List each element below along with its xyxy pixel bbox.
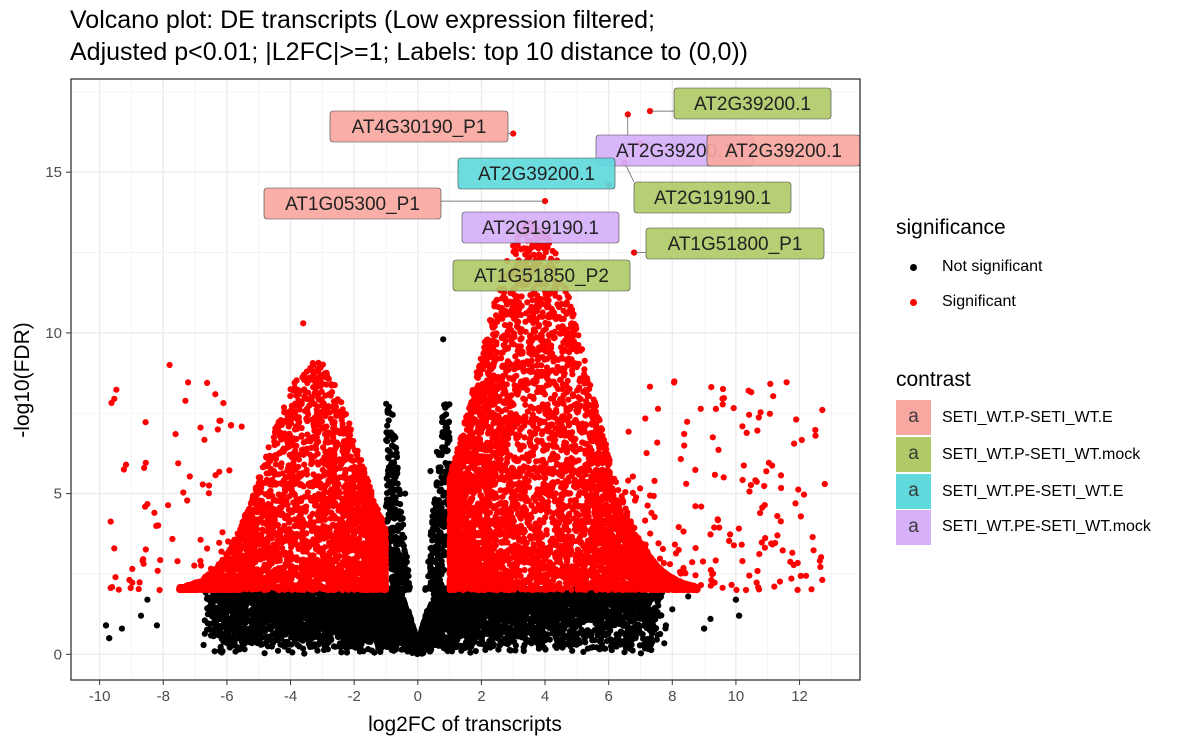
point-not-significant bbox=[203, 595, 211, 602]
point-not-significant bbox=[542, 646, 549, 653]
point-not-significant bbox=[211, 648, 218, 655]
point-not-significant bbox=[458, 647, 465, 654]
point-not-significant bbox=[399, 639, 406, 647]
point-not-significant bbox=[212, 622, 219, 629]
point-not-significant bbox=[607, 636, 614, 643]
point-not-significant bbox=[655, 602, 662, 609]
point-not-significant bbox=[643, 617, 650, 624]
point-not-significant bbox=[337, 623, 344, 631]
point-not-significant bbox=[520, 647, 527, 655]
point-not-significant bbox=[206, 626, 213, 633]
data-points bbox=[102, 108, 828, 658]
point-not-significant bbox=[598, 641, 606, 648]
chart-title-line-2: Adjusted p<0.01; |L2FC|>=1; Labels: top … bbox=[70, 38, 749, 66]
point-not-significant bbox=[613, 631, 620, 638]
point-not-significant bbox=[526, 638, 533, 646]
point-not-significant bbox=[262, 633, 269, 641]
point-not-significant bbox=[448, 648, 456, 655]
point-not-significant bbox=[268, 643, 275, 650]
point-not-significant bbox=[261, 625, 268, 632]
point-not-significant bbox=[621, 649, 628, 656]
point-not-significant bbox=[472, 648, 479, 655]
point-not-significant bbox=[608, 647, 615, 654]
point-not-significant bbox=[219, 648, 226, 655]
chart-title-line-1: Volcano plot: DE transcripts (Low expres… bbox=[70, 6, 655, 34]
point-not-significant bbox=[654, 609, 661, 616]
point-not-significant bbox=[488, 636, 495, 643]
point-not-significant bbox=[338, 649, 345, 656]
point-not-significant bbox=[201, 617, 208, 624]
point-not-significant bbox=[637, 650, 645, 657]
point-not-significant bbox=[541, 620, 548, 628]
point-not-significant bbox=[566, 635, 574, 642]
point-not-significant bbox=[200, 641, 207, 649]
point-not-significant bbox=[517, 605, 524, 613]
point-not-significant bbox=[584, 645, 592, 652]
point-not-significant bbox=[270, 621, 278, 629]
point-not-significant bbox=[467, 649, 474, 656]
point-not-significant bbox=[535, 645, 543, 652]
point-not-significant bbox=[206, 620, 213, 628]
point-not-significant bbox=[629, 647, 636, 654]
point-not-significant bbox=[653, 625, 660, 632]
point-not-significant bbox=[343, 645, 350, 652]
point-not-significant bbox=[261, 650, 268, 657]
point-not-significant bbox=[332, 643, 339, 650]
point-not-significant bbox=[293, 629, 300, 636]
point-not-significant bbox=[559, 634, 567, 641]
